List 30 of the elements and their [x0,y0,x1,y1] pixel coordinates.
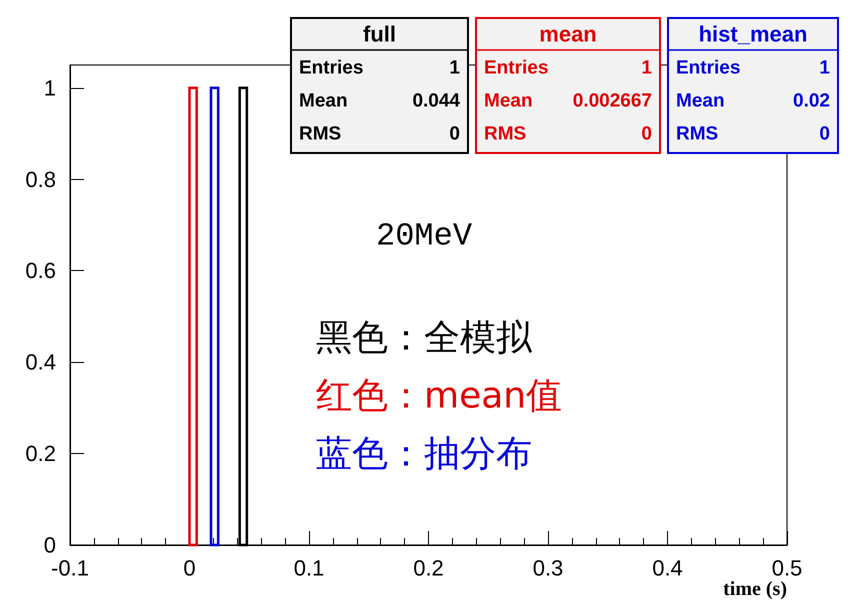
text: RMS 0 [484,124,652,144]
text: RMS 0 [676,124,830,144]
text: Mean 0.002667 [484,90,652,112]
x-axis-title: time (s) [723,578,787,600]
y-tick-label: 0.8 [25,166,56,192]
y-tick-label: 0.6 [25,258,56,284]
annotation: 20MeV [376,218,473,254]
y-tick-label: 1 [44,75,56,100]
text: Mean 0.044 [299,90,460,112]
x-tick-label: 0.4 [652,556,683,580]
annotation: 红色：mean值 [316,376,562,416]
x-tick-label: 0 [183,556,196,580]
text: full [363,22,396,46]
x-tick-label: 0.5 [772,556,802,580]
text: hist_mean [698,22,808,46]
x-tick-label: -0.1 [51,556,89,580]
x-tick-label: 0.1 [294,556,324,580]
text: Mean 0.02 [676,90,830,112]
text: mean [539,22,597,46]
text: Entries 1 [299,58,460,78]
y-tick-label: 0 [44,532,56,558]
annotation: 蓝色：抽分布 [316,434,532,474]
annotation: 黑色：全模拟 [316,318,533,358]
x-tick-label: 0.3 [532,556,564,580]
y-tick-label: 0.4 [25,350,56,375]
text: RMS 0 [299,124,460,144]
text: Entries 1 [676,58,830,78]
text: Entries 1 [484,58,652,78]
x-tick-label: 0.2 [413,556,444,580]
y-tick-label: 0.2 [25,441,56,466]
